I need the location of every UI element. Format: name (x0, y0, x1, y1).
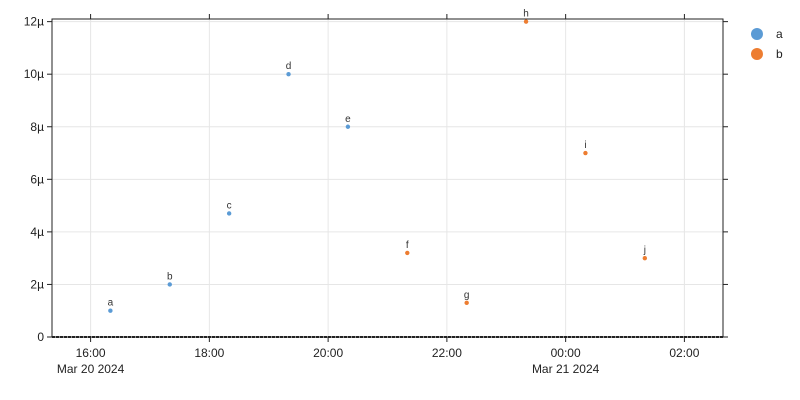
legend-item-a[interactable]: a (751, 27, 783, 41)
x-tick-date-label: Mar 21 2024 (532, 362, 600, 376)
data-point-i (583, 150, 588, 156)
legend[interactable]: ab (751, 27, 783, 61)
data-points: a b c d e f g h i j (108, 9, 648, 313)
y-axis: 0 2µ 4µ 6µ 8µ 10µ 12µ (24, 15, 728, 344)
legend-marker (751, 28, 763, 40)
plot-frame (51, 18, 724, 338)
y-tick-label: 4µ (30, 225, 44, 239)
point-label-g: g (464, 290, 470, 301)
grid-lines (52, 19, 723, 337)
y-tick-label: 8µ (30, 120, 44, 134)
y-tick-label: 2µ (30, 277, 44, 291)
point-label-i: i (584, 140, 586, 151)
x-tick-label: 18:00 (194, 346, 224, 360)
point-label-b: b (167, 271, 173, 282)
legend-item-b[interactable]: b (751, 47, 783, 61)
point-label-d: d (286, 61, 292, 72)
data-point-a (108, 308, 113, 313)
x-tick-label: 22:00 (432, 346, 462, 360)
data-point-c (226, 211, 232, 216)
legend-label: a (776, 27, 783, 41)
x-tick-label: 02:00 (669, 346, 699, 360)
point-label-e: e (345, 114, 351, 125)
y-tick-label: 12µ (24, 15, 44, 29)
point-label-f: f (406, 240, 409, 251)
data-point-d (286, 71, 291, 77)
x-tick-label: 00:00 (551, 346, 581, 360)
data-point-e (345, 124, 351, 129)
x-tick-label: 16:00 (76, 346, 106, 360)
x-tick-date-label: Mar 20 2024 (57, 362, 125, 376)
point-label-h: h (523, 9, 529, 20)
x-axis: 16:00 Mar 20 2024 18:00 20:00 22:00 00:00 Mar … (57, 14, 700, 376)
data-point-g (464, 300, 469, 306)
y-tick-label: 0 (37, 330, 44, 344)
point-label-j: j (643, 245, 646, 256)
data-point-b (167, 282, 172, 287)
data-point-f (405, 250, 410, 256)
data-point-h (523, 19, 529, 24)
y-tick-label: 6µ (30, 172, 44, 186)
point-label-c: c (227, 200, 232, 211)
legend-label: b (776, 47, 783, 61)
y-tick-label: 10µ (24, 67, 44, 81)
data-point-j (642, 255, 648, 261)
x-tick-label: 20:00 (313, 346, 343, 360)
legend-marker (751, 48, 763, 60)
point-label-a: a (108, 298, 114, 309)
